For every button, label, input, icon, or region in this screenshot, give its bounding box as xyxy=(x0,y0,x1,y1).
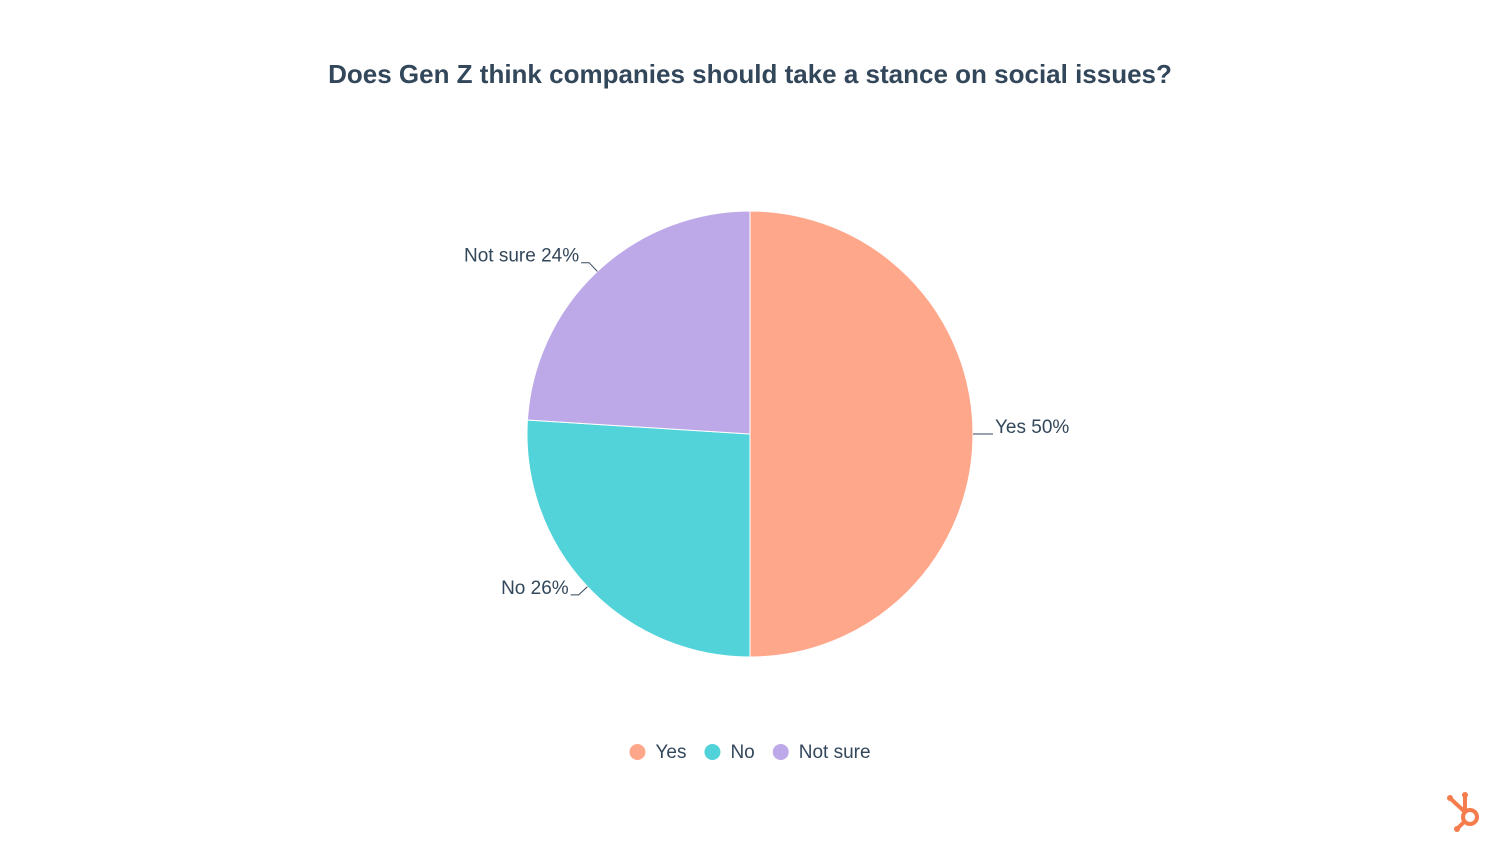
legend-swatch xyxy=(629,744,646,760)
data-label: Not sure 24% xyxy=(464,246,579,267)
data-label: No 26% xyxy=(501,578,569,599)
legend-label: Not sure xyxy=(799,742,871,763)
legend-item: Yes xyxy=(629,742,686,763)
legend-item: No xyxy=(704,742,755,763)
leader-line xyxy=(570,586,588,596)
legend-swatch xyxy=(704,744,721,760)
data-label: Yes 50% xyxy=(995,417,1069,438)
legend-item: Not sure xyxy=(772,742,871,763)
legend-label: Yes xyxy=(655,742,686,763)
leader-line xyxy=(581,262,598,272)
legend-label: No xyxy=(730,742,754,763)
logo xyxy=(1447,792,1479,832)
pie: Yes 50% No 26% Not sure 24% xyxy=(464,210,1069,658)
chart-title: Does Gen Z think companies should take a… xyxy=(328,59,1172,89)
pie-slice xyxy=(749,210,974,658)
legend-swatch xyxy=(772,744,789,760)
legend: Yes No Not sure xyxy=(629,742,871,763)
